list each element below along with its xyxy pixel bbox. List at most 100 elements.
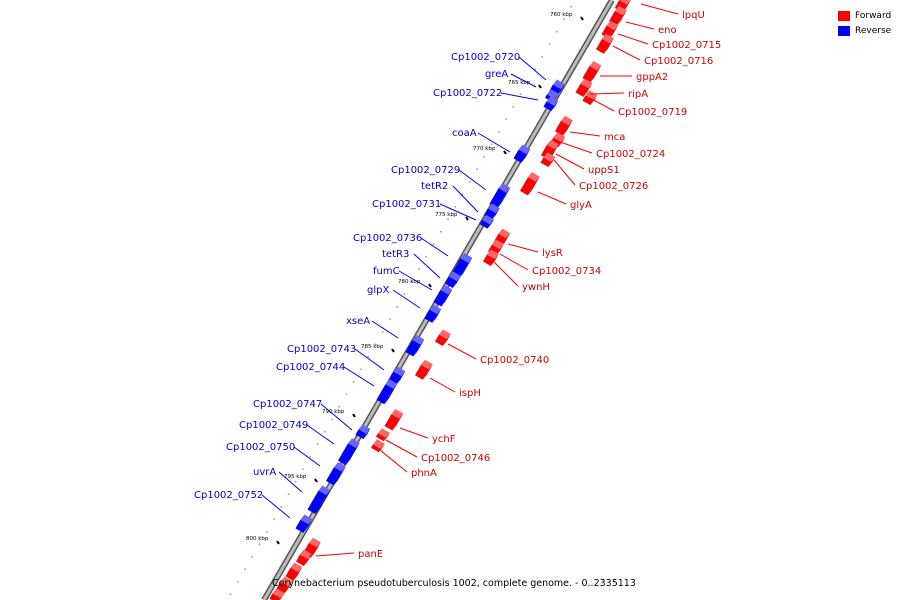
reverse-gene-label[interactable]: greA [485, 69, 508, 80]
reverse-gene[interactable] [445, 271, 461, 288]
reverse-gene[interactable] [355, 424, 371, 440]
forward-gene-label[interactable]: lysR [542, 248, 563, 259]
forward-gene[interactable] [555, 115, 573, 136]
forward-gene-label[interactable]: Cp1002_0740 [480, 355, 549, 366]
gene-leader-line [429, 377, 456, 393]
reverse-gene[interactable] [307, 485, 331, 515]
forward-gene[interactable] [285, 562, 303, 581]
forward-gene[interactable] [596, 33, 614, 54]
reverse-gene[interactable] [489, 183, 511, 209]
gene-side [491, 208, 500, 220]
reverse-gene-label[interactable]: tetR3 [382, 249, 409, 260]
forward-gene-label[interactable]: Cp1002_0746 [421, 453, 490, 464]
reverse-gene-label[interactable]: tetR2 [421, 181, 448, 192]
minor-tick [563, 18, 565, 20]
major-tick [503, 150, 507, 155]
reverse-gene-label[interactable]: Cp1002_0744 [276, 362, 345, 373]
gene-face [582, 95, 594, 106]
forward-gene-label[interactable]: Cp1002_0716 [644, 56, 713, 67]
reverse-gene-label[interactable]: Cp1002_0729 [391, 165, 460, 176]
reverse-gene-label[interactable]: uvrA [253, 467, 276, 478]
gene-face [575, 83, 589, 97]
reverse-gene[interactable] [433, 284, 453, 307]
reverse-gene[interactable] [338, 438, 360, 466]
forward-gene-label[interactable]: ispH [459, 388, 481, 399]
reverse-gene[interactable] [543, 96, 559, 112]
gene-top [318, 485, 331, 495]
reverse-gene[interactable] [295, 514, 313, 533]
forward-gene-label[interactable]: eno [658, 25, 677, 36]
forward-gene-label[interactable]: mca [604, 132, 625, 143]
forward-gene[interactable] [296, 549, 312, 566]
forward-gene-label[interactable]: ripA [628, 89, 648, 100]
reverse-gene-label[interactable]: Cp1002_0736 [353, 233, 422, 244]
map-caption: Corynebacterium pseudotuberculosis 1002,… [272, 578, 636, 589]
reverse-gene[interactable] [405, 334, 425, 357]
gene-top [449, 271, 461, 282]
gene-top [615, 5, 627, 16]
forward-gene[interactable] [575, 78, 593, 97]
forward-gene-label[interactable]: ywnH [522, 282, 550, 293]
minor-tick [440, 231, 442, 233]
forward-gene-label[interactable]: glyA [570, 200, 592, 211]
gene-top [487, 249, 499, 260]
reverse-gene-label[interactable]: Cp1002_0720 [451, 52, 520, 63]
reverse-gene-label[interactable]: glpX [367, 285, 389, 296]
minor-tick [244, 568, 246, 570]
reverse-gene-label[interactable]: xseA [346, 316, 370, 327]
gene-side [501, 233, 511, 247]
reverse-gene[interactable] [376, 379, 398, 405]
forward-gene-label[interactable]: Cp1002_0734 [532, 266, 601, 277]
reverse-gene-label[interactable]: Cp1002_0743 [287, 344, 356, 355]
forward-gene-label[interactable]: Cp1002_0715 [652, 40, 721, 51]
gene-leader-line [452, 185, 479, 213]
forward-gene[interactable] [520, 172, 540, 196]
forward-gene[interactable] [435, 329, 451, 346]
reverse-gene[interactable] [549, 79, 565, 96]
tick-label: 765 kbp [508, 80, 531, 86]
forward-gene-label[interactable]: Cp1002_0726 [579, 181, 648, 192]
forward-gene-label[interactable]: Cp1002_0724 [596, 149, 665, 160]
gene-face [285, 567, 299, 581]
forward-gene-label[interactable]: ychF [432, 434, 456, 445]
reverse-gene[interactable] [424, 304, 442, 323]
gene-side [363, 428, 371, 440]
minor-tick [273, 518, 275, 520]
forward-gene[interactable] [376, 428, 390, 442]
forward-gene[interactable] [269, 588, 285, 600]
forward-gene[interactable] [540, 152, 556, 168]
forward-gene-label[interactable]: uppS1 [588, 165, 620, 176]
forward-gene[interactable] [275, 576, 293, 595]
reverse-gene-label[interactable]: Cp1002_0731 [372, 199, 441, 210]
minor-tick [360, 368, 362, 370]
gene-leader-line [617, 33, 649, 45]
forward-gene[interactable] [415, 359, 433, 380]
forward-gene[interactable] [582, 60, 602, 83]
forward-gene-label[interactable]: Cp1002_0719 [618, 107, 687, 118]
reverse-gene-label[interactable]: Cp1002_0749 [239, 420, 308, 431]
reverse-gene-label[interactable]: coaA [452, 128, 477, 139]
forward-gene[interactable] [550, 132, 566, 148]
minor-tick [345, 393, 348, 395]
gene-top [358, 424, 371, 434]
forward-gene-label[interactable]: lpqU [682, 10, 705, 21]
minor-tick [534, 68, 536, 70]
forward-gene[interactable] [384, 408, 404, 431]
reverse-gene-label[interactable]: Cp1002_0722 [433, 88, 502, 99]
forward-gene[interactable] [483, 249, 499, 266]
reverse-gene[interactable] [513, 144, 531, 163]
forward-gene-label[interactable]: phnA [411, 468, 437, 479]
reverse-gene-label[interactable]: Cp1002_0747 [253, 399, 322, 410]
gene-face [435, 334, 447, 346]
reverse-gene-label[interactable]: Cp1002_0752 [194, 490, 263, 501]
reverse-gene-label[interactable]: Cp1002_0750 [226, 442, 295, 453]
reverse-gene[interactable] [479, 214, 495, 229]
minor-tick [353, 381, 355, 383]
forward-gene-label[interactable]: panE [358, 549, 383, 560]
reverse-gene-label[interactable]: fumC [373, 266, 400, 277]
gene-face [295, 519, 309, 533]
forward-gene[interactable] [371, 439, 385, 453]
forward-gene-label[interactable]: gppA2 [636, 72, 668, 83]
reverse-gene[interactable] [326, 462, 346, 486]
